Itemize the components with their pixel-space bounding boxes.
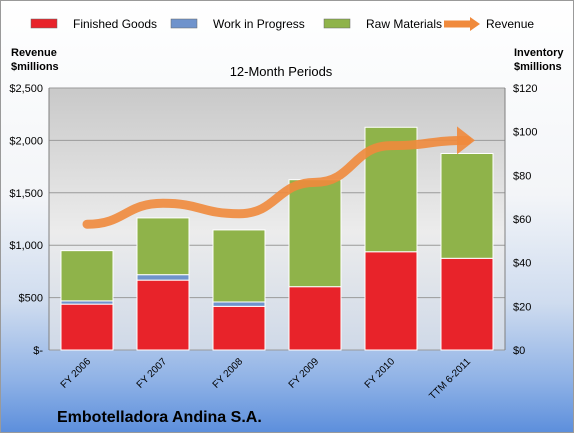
left-tick-label: $2,500 [9, 83, 43, 95]
left-tick-label: $500 [19, 293, 43, 305]
bar-finished-goods [212, 305, 266, 351]
company-name: Embotelladora Andina S.A. [57, 409, 262, 426]
bar-series [60, 126, 494, 351]
legend-label: Revenue [486, 17, 534, 31]
x-tick-label: FY 2009 [287, 356, 322, 391]
right-tick-label: $40 [513, 258, 531, 270]
right-tick-label: $0 [513, 345, 525, 357]
left-tick-label: $- [33, 345, 43, 357]
legend-swatch [170, 18, 198, 29]
legend-label: Raw Materials [366, 17, 442, 31]
left-tick-label: $1,000 [9, 240, 43, 252]
right-tick-label: $100 [513, 127, 537, 139]
bar-finished-goods [288, 286, 342, 351]
bar-raw-materials [212, 229, 266, 303]
revenue-arrowhead [457, 126, 475, 155]
x-tick-label: FY 2010 [363, 356, 398, 391]
bar-finished-goods [364, 251, 418, 351]
right-tick-label: $20 [513, 301, 531, 313]
bar-finished-goods [136, 279, 190, 351]
legend-arrow [470, 17, 480, 31]
revenue-line-path [82, 135, 472, 229]
right-tick-label: $80 [513, 170, 531, 182]
bar-finished-goods [440, 257, 494, 351]
left-axis-title-line1: Revenue [11, 47, 57, 59]
x-tick-label: FY 2008 [211, 356, 246, 391]
revenue-line [82, 126, 475, 229]
legend-label: Work in Progress [213, 17, 305, 31]
right-tick-label: $120 [513, 83, 537, 95]
bar-raw-materials [60, 250, 114, 302]
bar-raw-materials [288, 179, 342, 288]
chart-title: 12-Month Periods [230, 64, 333, 79]
x-tick-label: FY 2006 [59, 356, 94, 391]
bar-raw-materials [136, 217, 190, 276]
bar-finished-goods [60, 303, 114, 351]
right-tick-label: $60 [513, 214, 531, 226]
left-tick-label: $1,500 [9, 188, 43, 200]
plot-area [49, 88, 505, 350]
x-tick-label: TTM 6-2011 [427, 356, 473, 402]
right-axis-title-line1: Inventory [514, 47, 564, 59]
right-axis-title-line2: $millions [514, 61, 562, 73]
bar-work-in-progress [212, 301, 266, 307]
left-tick-label: $2,000 [9, 135, 43, 147]
legend: Finished Goods Work in Progress Raw Materi… [30, 17, 534, 31]
legend-swatch [323, 18, 351, 29]
legend-swatch [30, 18, 58, 29]
left-axis-title-line2: $millions [11, 61, 59, 73]
bar-work-in-progress [136, 274, 190, 281]
bar-raw-materials [440, 153, 494, 259]
legend-label: Finished Goods [73, 17, 157, 31]
x-tick-label: FY 2007 [135, 356, 170, 391]
